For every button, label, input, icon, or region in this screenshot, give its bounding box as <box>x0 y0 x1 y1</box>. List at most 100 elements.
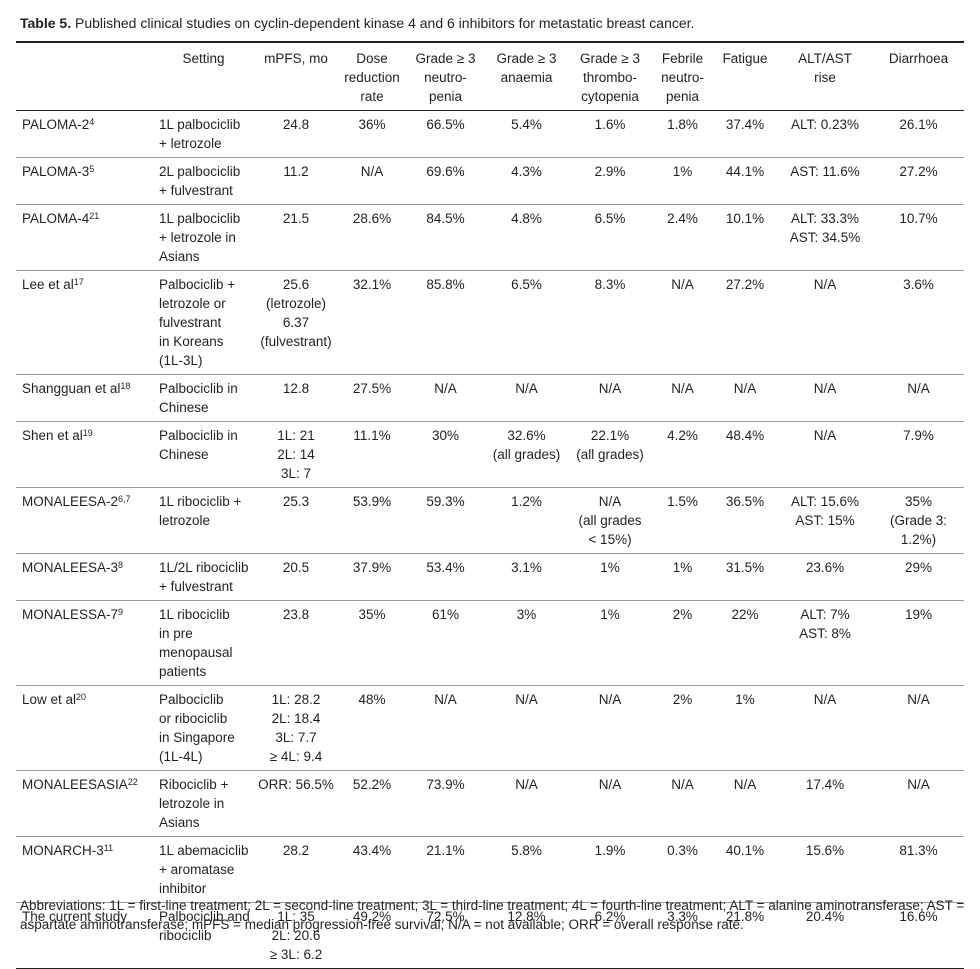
cell-text: N/A <box>671 777 694 792</box>
cell-text: 17.4% <box>805 777 845 792</box>
reference-superscript: 17 <box>73 277 84 287</box>
cell-febrile-neutropenia: 2% <box>652 601 712 686</box>
cell-text: 32.6% <box>507 428 546 443</box>
cell-text: N/A <box>671 381 694 396</box>
header-neutropenia: Grade ≥ 3 neutro-penia <box>405 42 485 111</box>
table-row: MONALEESA-38 1L/2L ribociclib + fulvestran… <box>16 554 964 601</box>
cell-dose-reduction: 27.5% <box>338 375 405 422</box>
cell-text: Palbociclib + <box>159 277 236 292</box>
reference-superscript: 5 <box>89 164 95 174</box>
cell-dose-reduction: 43.4% <box>338 837 405 903</box>
cell-text: 1L: 35 <box>277 909 315 924</box>
cell-text: 1% <box>672 164 693 179</box>
cell-text: AST: 8% <box>799 626 851 641</box>
cell-text: ALT: 33.3% <box>790 211 860 226</box>
reference-superscript: 19 <box>82 428 93 438</box>
reference-superscript: 22 <box>127 777 138 787</box>
header-study <box>16 42 153 111</box>
cell-text: N/A <box>733 381 757 396</box>
cell-text: 24.8 <box>282 117 310 132</box>
cell-fatigue: N/A <box>712 771 777 837</box>
cell-fatigue: 1% <box>712 686 777 771</box>
cell-dose-reduction: 35% <box>338 601 405 686</box>
cell-alt-ast: N/A <box>777 686 872 771</box>
cell-text: N/A <box>598 494 622 509</box>
cell-study: PALOMA-24 <box>16 111 153 158</box>
cell-setting: 1L palbociclib + letrozole <box>153 111 253 158</box>
cell-text: 1.9% <box>594 843 626 858</box>
cell-neutropenia: 66.5% <box>405 111 485 158</box>
cell-mpfs: 25.6 (letrozole) 6.37 (fulvestrant) <box>253 271 338 375</box>
cell-text: 30% <box>431 428 460 443</box>
cell-fatigue: 48.4% <box>712 422 777 488</box>
cell-text: (fulvestrant) <box>260 334 332 349</box>
cell-text: AST: 11.6% <box>790 164 860 179</box>
cell-mpfs: 20.5 <box>253 554 338 601</box>
cell-text: 21.5 <box>282 211 310 226</box>
cell-text: 27.5% <box>352 381 392 396</box>
cell-anaemia: 4.8% <box>485 205 567 271</box>
cell-text: N/A <box>671 277 694 292</box>
cell-setting: Palbociclib or ribociclib in Singapore (1L-… <box>153 686 253 771</box>
cell-text: + letrozole <box>159 136 222 151</box>
cell-alt-ast: N/A <box>777 375 872 422</box>
cell-text: 5.8% <box>511 843 542 858</box>
cell-text: 11.1% <box>353 428 391 443</box>
cell-text: N/A <box>598 692 622 707</box>
cell-fatigue: 22% <box>712 601 777 686</box>
cell-anaemia: 1.2% <box>485 488 567 554</box>
header-setting: Setting <box>153 42 253 111</box>
cell-alt-ast: N/A <box>777 422 872 488</box>
cell-text: 73.9% <box>426 777 465 792</box>
cell-text: 26.1% <box>899 117 938 132</box>
cell-text: 22% <box>731 607 759 622</box>
cell-setting: 1L/2L ribociclib + fulvestrant <box>153 554 253 601</box>
cell-study: Low et al20 <box>16 686 153 771</box>
cell-text: 2L palbociclib <box>159 164 241 179</box>
study-name: MONALEESASIA <box>22 777 128 792</box>
cell-text: 2% <box>672 607 693 622</box>
table-row: Lee et al17 Palbociclib + letrozole or fulv… <box>16 271 964 375</box>
abbreviations-footnote: Abbreviations: 1L = first-line treatment… <box>20 898 965 932</box>
header-text: penia <box>428 89 463 104</box>
cell-setting: Palbociclib in Chinese <box>153 375 253 422</box>
cell-text: 4.8% <box>511 211 542 226</box>
cell-anaemia: 3% <box>485 601 567 686</box>
cell-text: letrozole in <box>159 796 225 811</box>
cell-febrile-neutropenia: 3.3% <box>652 903 712 969</box>
cell-dose-reduction: 37.9% <box>338 554 405 601</box>
cell-setting: 2L palbociclib + fulvestrant <box>153 158 253 205</box>
header-text: Febrile <box>661 51 704 66</box>
cell-text: 40.1% <box>725 843 765 858</box>
cell-text: 2L: 14 <box>277 447 315 462</box>
cell-neutropenia: 84.5% <box>405 205 485 271</box>
cell-text: 1.6% <box>594 117 626 132</box>
table-row: MONARCH-311 1L abemaciclib + aromatase inhi… <box>16 837 964 903</box>
cell-text: menopausal <box>159 645 233 660</box>
reference-superscript: 4 <box>89 117 95 127</box>
cell-study: Shangguan et al18 <box>16 375 153 422</box>
study-name: Lee et al <box>22 277 74 292</box>
table-row: Shangguan et al18 Palbociclib in Chinese 12… <box>16 375 964 422</box>
cell-anaemia: 4.3% <box>485 158 567 205</box>
cell-text: 2.4% <box>667 211 698 226</box>
cell-thrombocytopenia: 1% <box>567 601 652 686</box>
cell-febrile-neutropenia: 2.4% <box>652 205 712 271</box>
header-text: neutro- <box>424 70 467 85</box>
cell-study: Lee et al17 <box>16 271 153 375</box>
cell-text: 1L ribociclib + <box>159 494 242 509</box>
cell-text: 25.6 <box>282 277 310 292</box>
cell-text: (Grade 3: <box>889 513 948 528</box>
cell-text: 15.6% <box>805 843 845 858</box>
cell-text: 6.37 <box>282 315 310 330</box>
cell-text: 36.5% <box>725 494 765 509</box>
header-text: neutro- <box>661 70 704 85</box>
cell-text: N/A <box>434 692 457 707</box>
header-text: Setting <box>182 51 225 66</box>
cell-text: N/A <box>907 381 930 396</box>
cell-text: 10.1% <box>725 211 765 226</box>
cell-text: 1% <box>735 692 755 707</box>
cell-text: 84.5% <box>426 211 465 226</box>
header-text: rise <box>814 70 836 85</box>
cell-text: Palbociclib in <box>159 381 238 396</box>
